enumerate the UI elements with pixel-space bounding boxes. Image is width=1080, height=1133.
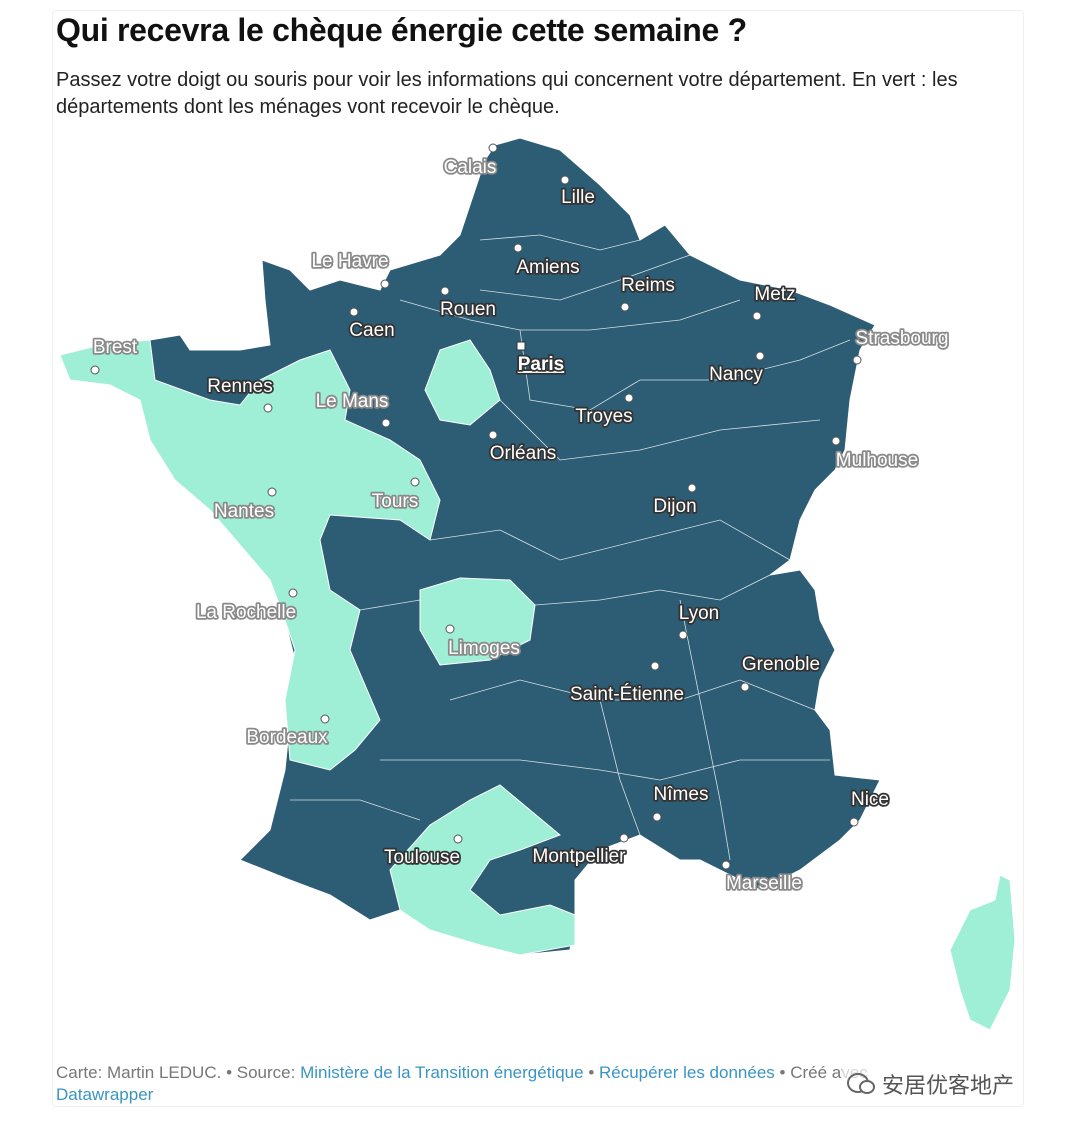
city-label: Strasbourg: [856, 328, 949, 349]
city-dot: [488, 143, 498, 153]
separator: •: [779, 1063, 786, 1082]
source-label: Source:: [236, 1063, 296, 1082]
city-label: Metz: [754, 284, 795, 305]
city-label: Troyes: [575, 406, 632, 427]
separator: •: [588, 1063, 595, 1082]
city-dot: [678, 630, 688, 640]
city-dot: [410, 477, 420, 487]
city-label: Mulhouse: [836, 450, 918, 471]
city-label: Nice: [851, 789, 889, 810]
city-label: Reims: [621, 275, 675, 296]
city-dot: [755, 351, 765, 361]
city-label: Le Mans: [316, 391, 389, 412]
city-dot: [513, 243, 523, 253]
city-label: Brest: [93, 337, 138, 358]
city-label: Nîmes: [654, 784, 709, 805]
city-dot: [381, 418, 391, 428]
city-label: Amiens: [516, 257, 579, 278]
france-dark: [59, 137, 881, 956]
separator: •: [226, 1063, 233, 1082]
city-dot: [453, 834, 463, 844]
data-link[interactable]: Récupérer les données: [599, 1063, 775, 1082]
center-green: [424, 339, 501, 426]
city-label: Rennes: [207, 376, 273, 397]
city-dot: [90, 365, 100, 375]
city-dot: [752, 311, 762, 321]
city-label: Paris: [518, 354, 564, 375]
city-dot: [349, 307, 359, 317]
city-label: Lille: [561, 187, 595, 208]
cities: Calais Lille Le Havre Amiens Reims Metz Rouen C…: [90, 143, 950, 896]
city-dot: [560, 175, 570, 185]
south-green: [389, 784, 576, 956]
city-dot: [320, 714, 330, 724]
city-label: Nantes: [214, 501, 274, 522]
watermark-icon: [847, 1073, 875, 1094]
credit: Carte: Martin LEDUC.: [56, 1063, 222, 1082]
title: Qui recevra le chèque énergie cette sema…: [56, 12, 747, 48]
city-label: Tours: [372, 491, 418, 512]
city-dot: [740, 682, 750, 692]
tool-link[interactable]: Datawrapper: [56, 1085, 154, 1104]
city-dot: [687, 483, 697, 493]
city-dot: [721, 860, 731, 870]
city-label: Toulouse: [384, 847, 460, 868]
city-label: Rouen: [440, 299, 496, 320]
city-dot: [620, 302, 630, 312]
city-dot: [516, 341, 526, 351]
city-label: Nancy: [709, 364, 763, 385]
city-label: Orléans: [490, 443, 557, 464]
city-dot: [831, 436, 841, 446]
city-label: Limoges: [448, 638, 520, 659]
limousin-green: [419, 577, 536, 666]
green-regions: [59, 339, 1016, 1031]
city-label: Lyon: [679, 603, 720, 624]
city-dot: [849, 817, 859, 827]
city-dot: [445, 624, 455, 634]
department-borders: [290, 234, 851, 861]
city-label: Marseille: [726, 873, 802, 894]
city-dot: [652, 812, 662, 822]
footer: Carte: Martin LEDUC. • Source: Ministère…: [56, 1062, 956, 1106]
watermark-text: 安居优客地产: [882, 1073, 1015, 1098]
city-label: Grenoble: [742, 654, 820, 675]
city-dot: [380, 279, 390, 289]
city-dot: [619, 833, 629, 843]
city-dot: [488, 430, 498, 440]
source-link[interactable]: Ministère de la Transition énergétique: [300, 1063, 584, 1082]
city-label: Dijon: [653, 496, 696, 517]
west-green: [59, 339, 441, 771]
city-dot: [440, 286, 450, 296]
city-label: Saint-Étienne: [570, 684, 684, 705]
corsica: [949, 874, 1016, 1031]
city-label: La Rochelle: [196, 602, 296, 623]
city-dot: [624, 393, 634, 403]
card: [52, 10, 1024, 1107]
watermark: 安居优客地产: [842, 1068, 1019, 1100]
city-dot: [263, 403, 273, 413]
city-dot: [852, 355, 862, 365]
city-label: Le Havre: [311, 251, 388, 272]
city-label: Calais: [444, 157, 497, 178]
city-label: Caen: [349, 320, 394, 341]
city-dot: [650, 661, 660, 671]
city-label: Bordeaux: [246, 727, 328, 748]
subtitle: Passez votre doigt ou souris pour voir l…: [56, 69, 958, 118]
city-dot: [267, 487, 277, 497]
city-dot: [288, 588, 298, 598]
city-label: Montpellier: [533, 846, 627, 867]
map: Calais Lille Le Havre Amiens Reims Metz Rouen C…: [59, 137, 1016, 1031]
